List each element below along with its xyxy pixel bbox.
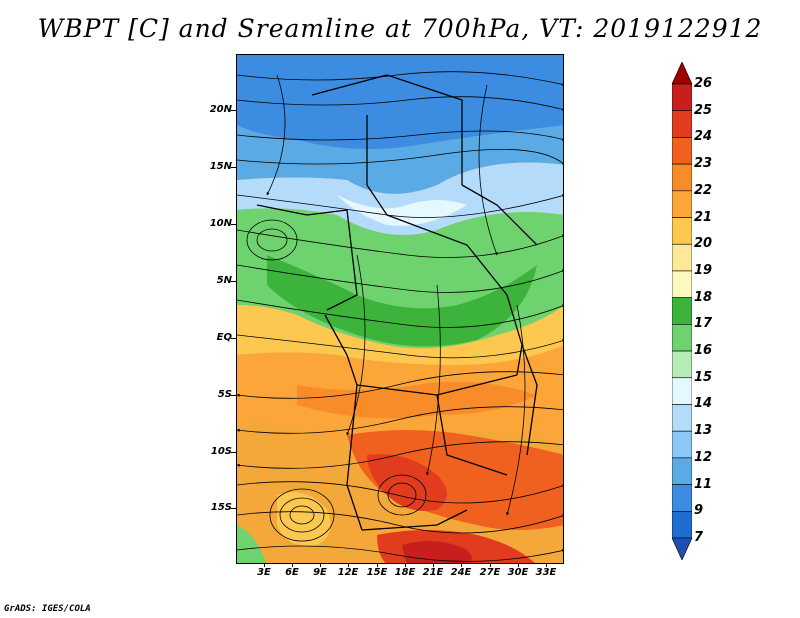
- lon-tick-mark: [518, 563, 519, 567]
- lon-label: 15E: [366, 567, 388, 578]
- lon-label: 3E: [257, 567, 271, 578]
- colorbar-label: 14: [694, 396, 713, 412]
- lat-tick-mark: [231, 395, 236, 396]
- lon-label: 12E: [337, 567, 359, 578]
- lat-label: EQ: [216, 332, 232, 343]
- colorbar-segment: [672, 217, 692, 245]
- colorbar-segment: [672, 83, 692, 112]
- lon-tick-mark: [405, 563, 406, 567]
- lon-label: 6E: [285, 567, 299, 578]
- colorbar-segment: [672, 404, 692, 432]
- lon-label: 30E: [507, 567, 529, 578]
- colorbar-label: 16: [694, 343, 713, 359]
- colorbar-label: 19: [694, 262, 713, 278]
- lon-tick-mark: [377, 563, 378, 567]
- colorbar-label: 24: [694, 129, 713, 145]
- colorbar-segment: [672, 457, 692, 485]
- colorbar-label: 12: [694, 449, 713, 465]
- lat-label: 15S: [210, 502, 232, 513]
- colorbar-label: 13: [694, 423, 713, 439]
- colorbar-label: 11: [694, 476, 713, 492]
- lat-label: 20N: [209, 104, 232, 115]
- colorbar-label: 26: [694, 76, 713, 91]
- colorbar: [672, 62, 692, 560]
- lat-label: 5N: [216, 275, 232, 286]
- lon-label: 18E: [394, 567, 416, 578]
- lat-label: 10N: [209, 218, 232, 229]
- lon-label: 33E: [535, 567, 557, 578]
- lon-tick-mark: [461, 563, 462, 567]
- colorbar-segment: [672, 137, 692, 165]
- lat-label: 15N: [209, 161, 232, 172]
- colorbar-segment: [672, 297, 692, 325]
- lon-tick-mark: [546, 563, 547, 567]
- lon-label: 24E: [450, 567, 472, 578]
- wbpt-field: [237, 55, 563, 563]
- lon-tick-mark: [348, 563, 349, 567]
- colorbar-label: 20: [694, 236, 713, 252]
- colorbar-label: 21: [694, 209, 713, 225]
- colorbar-label: 9: [694, 503, 704, 519]
- lat-label: 5S: [217, 389, 232, 400]
- colorbar-segment: [672, 110, 692, 138]
- lat-tick-mark: [231, 167, 236, 168]
- colorbar-segment: [672, 324, 692, 352]
- lat-label: 10S: [210, 446, 232, 457]
- colorbar-bottom-arrow: [672, 537, 692, 560]
- colorbar-segment: [672, 510, 692, 539]
- lon-tick-mark: [490, 563, 491, 567]
- lat-tick-mark: [231, 281, 236, 282]
- lon-tick-mark: [320, 563, 321, 567]
- colorbar-segment: [672, 484, 692, 512]
- lat-tick-mark: [231, 110, 236, 111]
- colorbar-segment: [672, 190, 692, 218]
- colorbar-segment: [672, 270, 692, 298]
- lat-tick-mark: [231, 224, 236, 225]
- lon-tick-mark: [433, 563, 434, 567]
- colorbar-segment: [672, 377, 692, 405]
- lat-tick-mark: [231, 508, 236, 509]
- colorbar-label: 17: [694, 316, 713, 332]
- colorbar-label: 15: [694, 369, 713, 385]
- colorbar-segment: [672, 430, 692, 459]
- colorbar-label: 18: [694, 289, 713, 305]
- colorbar-label: 23: [694, 156, 713, 172]
- colorbar-segments: [672, 62, 692, 560]
- colorbar-segment: [672, 350, 692, 379]
- grads-credit: GrADS: IGES/COLA: [4, 604, 91, 614]
- lon-label: 9E: [313, 567, 327, 578]
- lon-label: 21E: [422, 567, 444, 578]
- colorbar-label: 25: [694, 102, 713, 118]
- colorbar-segment: [672, 163, 692, 192]
- colorbar-top-arrow: [672, 62, 692, 85]
- lon-tick-mark: [292, 563, 293, 567]
- map-plot-area: [236, 54, 564, 564]
- colorbar-segment: [672, 243, 692, 272]
- colorbar-label: 22: [694, 182, 713, 198]
- lon-tick-mark: [264, 563, 265, 567]
- lon-label: 27E: [479, 567, 501, 578]
- colorbar-label: 7: [694, 530, 704, 545]
- lat-tick-mark: [231, 452, 236, 453]
- map-title: WBPT [C] and Sreamline at 700hPa, VT: 20…: [37, 14, 763, 43]
- lat-tick-mark: [231, 338, 236, 339]
